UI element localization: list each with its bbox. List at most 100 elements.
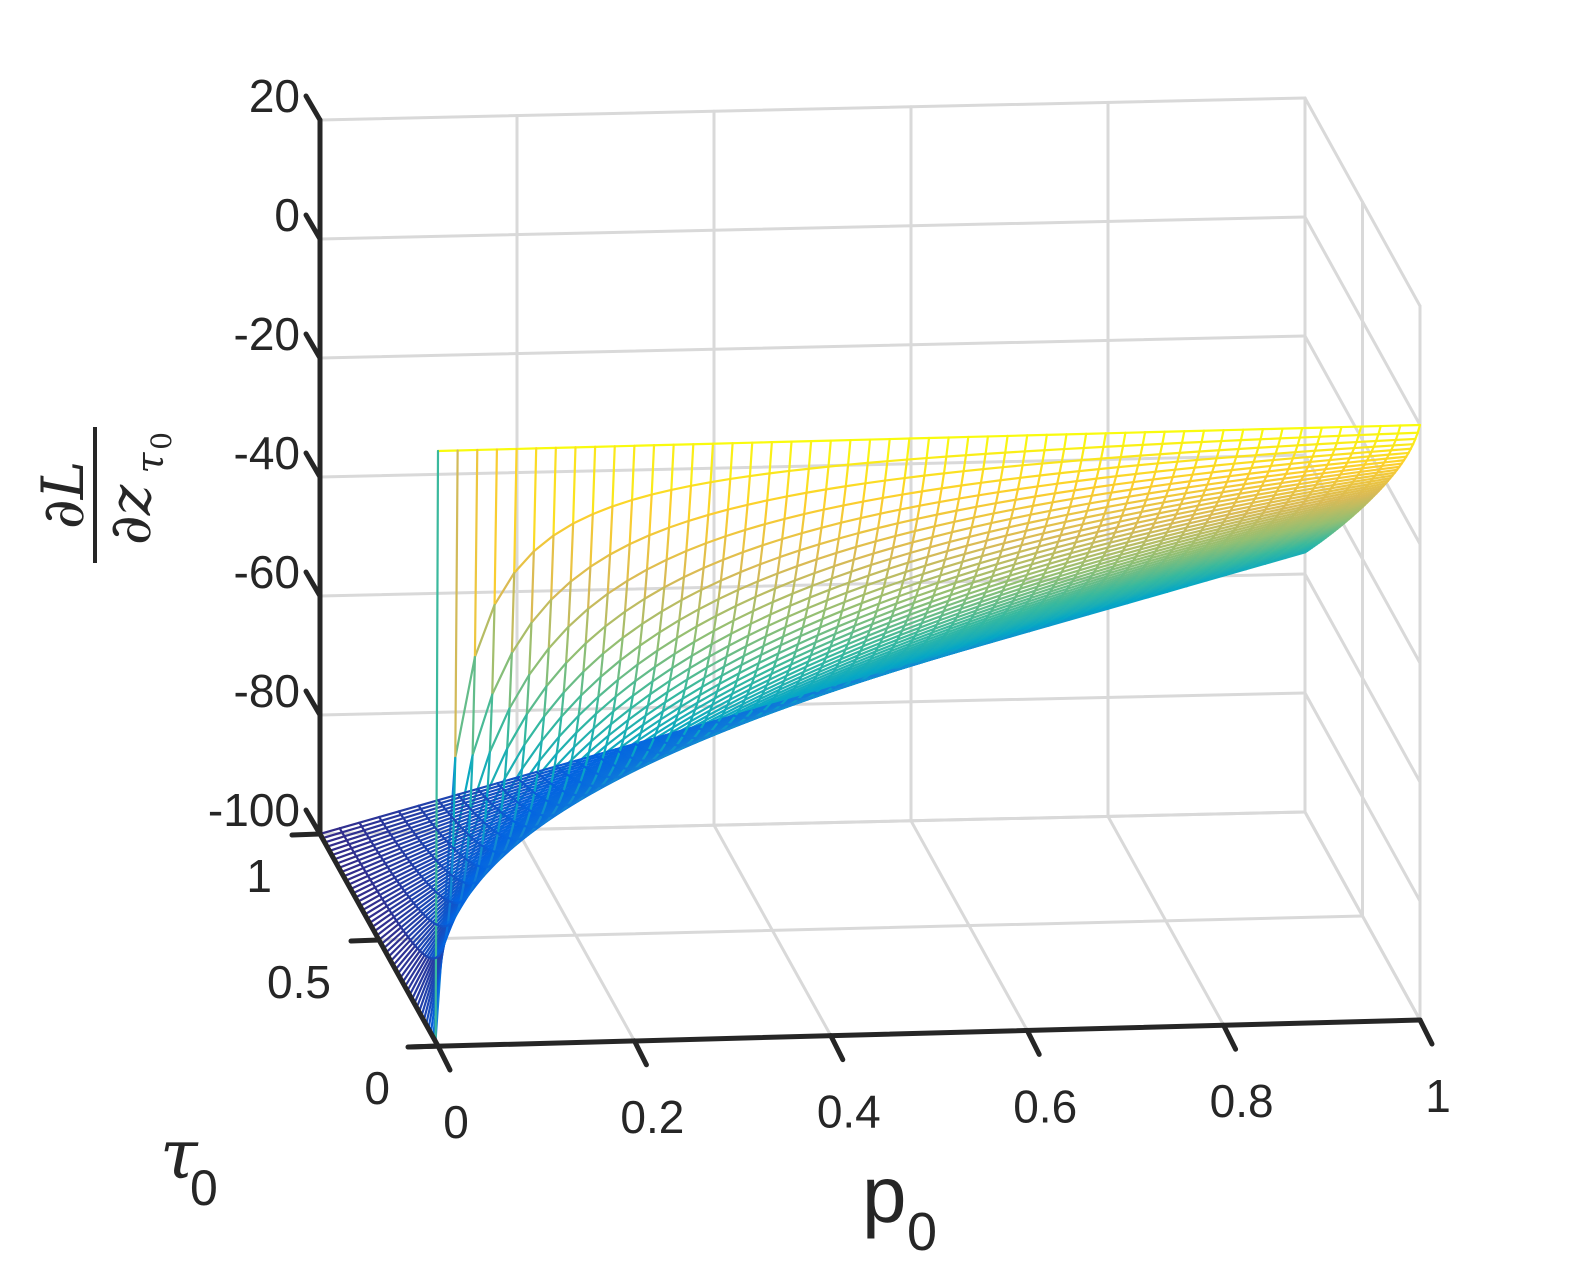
surface-line-tau — [649, 679, 671, 696]
surface-line-tau — [528, 647, 550, 676]
surface-line-p — [767, 613, 772, 628]
surface-line-p — [607, 723, 613, 737]
surface-line-tau — [999, 476, 1022, 482]
surface-line-p — [1057, 534, 1062, 543]
surface-line-tau — [937, 612, 960, 622]
surface-line-tau — [785, 665, 808, 677]
surface-line-tau — [1283, 500, 1306, 507]
surface-line-tau — [790, 682, 813, 694]
surface-line-p — [789, 592, 794, 607]
surface-line-p — [1031, 495, 1037, 507]
surface-line-p — [651, 665, 657, 683]
surface-line-p — [716, 682, 721, 693]
surface-line-tau — [1214, 546, 1237, 554]
surface-line-tau — [984, 451, 1007, 455]
surface-line-tau — [1276, 444, 1299, 448]
surface-line-tau — [1058, 569, 1081, 578]
surface-line-p — [973, 569, 979, 578]
surface-line-tau — [448, 882, 471, 903]
surface-line-tau — [911, 631, 934, 642]
surface-line-tau — [1118, 516, 1141, 523]
surface-line-tau — [988, 623, 1011, 632]
surface-line-tau — [746, 499, 769, 506]
surface-line-tau — [1028, 610, 1051, 619]
surface-line-tau — [582, 652, 605, 673]
surface-line-tau — [1280, 522, 1303, 531]
surface-line-tau — [969, 580, 992, 590]
surface-line-p — [985, 530, 991, 542]
surface-line-tau — [1023, 614, 1046, 624]
surface-line-tau — [1365, 457, 1388, 462]
surface-line-tau — [687, 729, 710, 739]
surface-line-p — [644, 704, 649, 717]
surface-line-tau — [1134, 583, 1157, 592]
surface-line-tau — [1013, 557, 1036, 566]
surface-line-p — [949, 652, 954, 655]
surface-line-p — [965, 535, 971, 547]
surface-line-tau — [1220, 519, 1243, 527]
surface-line-tau — [1308, 490, 1330, 497]
surface-line-tau — [542, 691, 565, 718]
surface-line-tau — [762, 635, 785, 648]
surface-line-tau — [368, 908, 391, 925]
surface-line-p — [629, 694, 635, 710]
surface-line-p — [752, 595, 757, 613]
surface-line-tau — [1310, 487, 1333, 493]
surface-line-tau — [965, 617, 988, 627]
surface-line-tau — [429, 873, 452, 889]
surface-line-p — [474, 867, 480, 879]
surface-line-tau — [963, 620, 986, 630]
surface-line-p — [869, 552, 875, 567]
surface-line-tau — [423, 925, 446, 957]
surface-line-tau — [451, 862, 474, 878]
surface-line-tau — [1295, 483, 1318, 490]
surface-line-p — [778, 537, 784, 559]
surface-line-tau — [410, 854, 433, 866]
surface-line-tau — [1097, 466, 1120, 471]
surface-line-p — [1244, 566, 1250, 571]
surface-line-p — [586, 565, 592, 610]
surface-line-p — [545, 647, 550, 688]
surface-line-tau — [454, 655, 477, 759]
surface-line-tau — [660, 734, 683, 743]
surface-line-p — [852, 545, 858, 561]
surface-line-p — [835, 537, 840, 555]
surface-line-tau — [1163, 530, 1186, 538]
surface-line-p — [1178, 441, 1184, 454]
surface-line-p — [671, 652, 676, 670]
surface-line-p — [619, 636, 624, 662]
surface-line-tau — [984, 627, 1007, 637]
surface-line-tau — [488, 837, 511, 852]
surface-line-p — [659, 710, 664, 721]
surface-line-tau — [589, 553, 612, 568]
surface-line-tau — [451, 809, 474, 819]
surface-line-tau — [1192, 554, 1215, 563]
surface-line-tau — [814, 632, 837, 644]
surface-line-p — [829, 639, 834, 648]
surface-line-tau — [1005, 529, 1028, 537]
surface-line-tau — [534, 785, 557, 795]
surface-line-tau — [366, 905, 388, 920]
surface-line-tau — [392, 830, 415, 840]
surface-line-tau — [1167, 549, 1189, 557]
surface-line-p — [442, 935, 447, 948]
surface-line-tau — [1000, 544, 1023, 552]
surface-line-tau — [1289, 460, 1312, 466]
surface-line-p — [1059, 527, 1065, 537]
surface-line-tau — [1139, 543, 1162, 551]
surface-line-tau — [863, 632, 886, 643]
surface-line-p — [855, 610, 861, 620]
surface-line-p — [1037, 539, 1043, 548]
surface-line-tau — [957, 494, 980, 500]
surface-line-tau — [429, 813, 452, 823]
surface-line-tau — [919, 640, 942, 650]
surface-line-tau — [959, 600, 982, 610]
surface-line-p — [957, 484, 963, 500]
surface-line-p — [851, 624, 856, 634]
surface-line-p — [1093, 477, 1098, 489]
surface-line-tau — [925, 455, 948, 460]
surface-line-tau — [370, 833, 392, 843]
surface-line-tau — [1094, 531, 1117, 539]
surface-line-tau — [1007, 521, 1030, 529]
surface-line-tau — [830, 570, 853, 580]
